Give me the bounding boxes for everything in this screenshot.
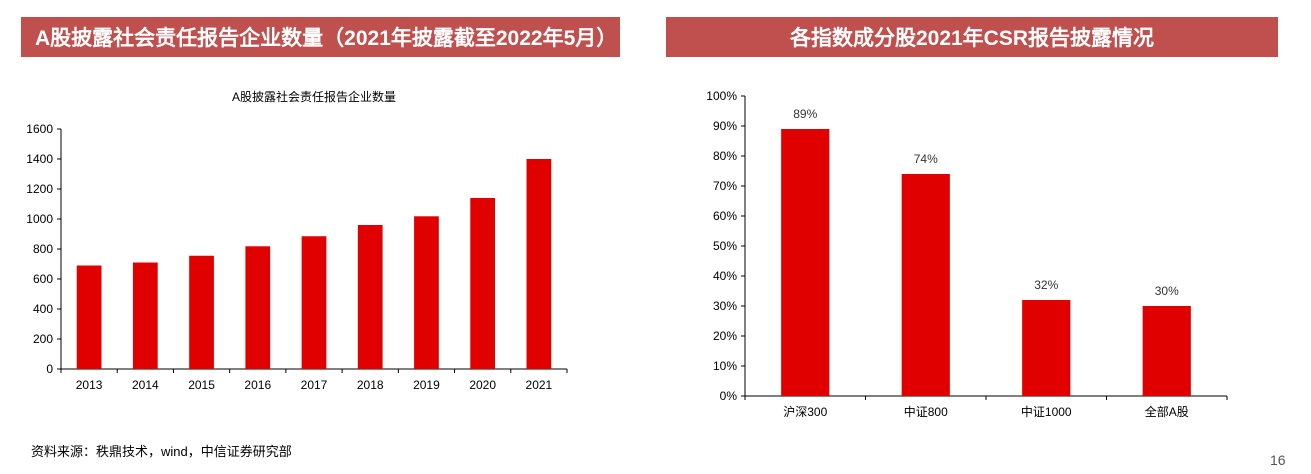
chart-0-x-tick-label: 2021: [526, 378, 553, 392]
source-note: 资料来源：秩鼎技术，wind，中信证券研究部: [31, 444, 292, 459]
chart-1-bar: [781, 129, 830, 396]
chart-1-data-label: 89%: [793, 107, 817, 121]
chart-0-y-tick-label: 0: [46, 362, 53, 376]
chart-0-y-tick-label: 1200: [26, 182, 53, 196]
chart-0-bar: [189, 255, 214, 369]
chart-0-x-tick-label: 2019: [413, 378, 440, 392]
chart-1-x-tick-label: 中证800: [904, 404, 948, 419]
chart-0-y-tick-label: 1000: [26, 212, 53, 226]
chart-0-title: A股披露社会责任报告企业数量: [232, 89, 396, 104]
chart-0-y-tick-label: 800: [33, 242, 53, 256]
chart-1-y-tick-label: 60%: [713, 209, 737, 223]
chart-1-y-tick-label: 100%: [706, 89, 737, 103]
chart-1-y-tick-label: 90%: [713, 119, 737, 133]
chart-1-y-tick-label: 80%: [713, 149, 737, 163]
page-number: 16: [1270, 452, 1286, 468]
chart-0-x-tick-label: 2013: [76, 378, 103, 392]
chart-1-data-label: 30%: [1155, 284, 1179, 298]
chart-0-x-tick-label: 2018: [357, 378, 384, 392]
chart-0-x-tick-label: 2014: [132, 378, 159, 392]
chart-1-y-tick-label: 30%: [713, 299, 737, 313]
chart-1-data-label: 74%: [914, 152, 938, 166]
chart-1-x-tick-label: 中证1000: [1021, 404, 1072, 419]
chart-0-bar: [76, 265, 102, 369]
chart-0-x-tick-label: 2020: [469, 378, 496, 392]
chart-0-y-tick-label: 400: [33, 302, 53, 316]
chart-0-x-tick-label: 2016: [244, 378, 271, 392]
chart-1-y-tick-label: 50%: [713, 239, 737, 253]
chart-0-y-tick-label: 1600: [26, 122, 53, 136]
chart-0-bar: [357, 225, 383, 369]
chart-1-y-tick-label: 70%: [713, 179, 737, 193]
chart-0-bar: [470, 198, 496, 369]
chart-0-bar: [301, 236, 327, 369]
chart-1-y-tick-label: 0%: [720, 389, 738, 403]
chart-0-bar: [245, 246, 271, 369]
chart-1-data-label: 32%: [1034, 278, 1058, 292]
right-banner-title: 各指数成分股2021年CSR报告披露情况: [666, 17, 1278, 57]
chart-0-y-tick-label: 600: [33, 272, 53, 286]
left-banner-title: A股披露社会责任报告企业数量（2021年披露截至2022年5月）: [21, 17, 620, 57]
chart-0-bar: [526, 159, 552, 369]
chart-1-bar: [901, 174, 950, 396]
chart-0-x-tick-label: 2017: [301, 378, 328, 392]
chart-1-x-tick-label: 全部A股: [1145, 404, 1189, 419]
chart-0-y-tick-label: 1400: [26, 152, 53, 166]
chart-0-bar: [132, 262, 158, 369]
chart-1-y-tick-label: 10%: [713, 359, 737, 373]
chart-1-y-tick-label: 20%: [713, 329, 737, 343]
chart-1-bar: [1142, 306, 1191, 396]
chart-0-x-tick-label: 2015: [188, 378, 215, 392]
chart-0-y-tick-label: 200: [33, 332, 53, 346]
chart-1-x-tick-label: 沪深300: [783, 405, 827, 419]
chart-1-bar: [1022, 300, 1071, 396]
chart-1-y-tick-label: 40%: [713, 269, 737, 283]
chart-0-bar: [414, 216, 439, 369]
